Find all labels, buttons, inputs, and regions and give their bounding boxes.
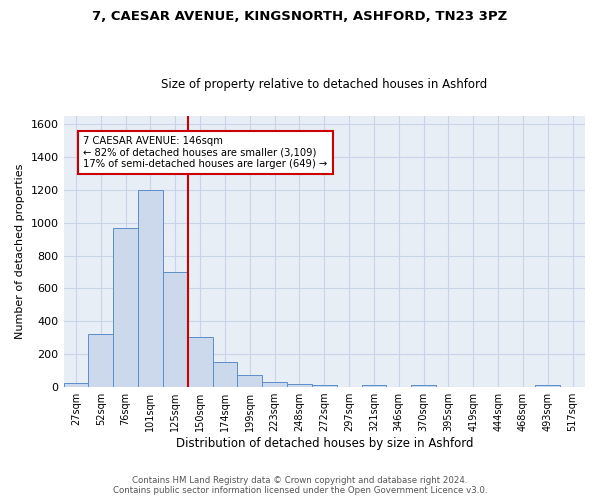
Bar — [287, 384, 312, 387]
Y-axis label: Number of detached properties: Number of detached properties — [15, 164, 25, 339]
Bar — [88, 334, 113, 387]
Bar — [411, 385, 436, 387]
Bar — [113, 228, 138, 387]
Text: 7, CAESAR AVENUE, KINGSNORTH, ASHFORD, TN23 3PZ: 7, CAESAR AVENUE, KINGSNORTH, ASHFORD, T… — [92, 10, 508, 23]
Bar — [362, 385, 386, 387]
Bar — [163, 272, 188, 387]
Bar — [312, 385, 337, 387]
Bar — [212, 362, 238, 387]
Text: 7 CAESAR AVENUE: 146sqm
← 82% of detached houses are smaller (3,109)
17% of semi: 7 CAESAR AVENUE: 146sqm ← 82% of detache… — [83, 136, 328, 168]
Title: Size of property relative to detached houses in Ashford: Size of property relative to detached ho… — [161, 78, 487, 91]
Bar — [535, 385, 560, 387]
Bar — [238, 375, 262, 387]
Bar — [188, 337, 212, 387]
Bar — [262, 382, 287, 387]
Bar — [138, 190, 163, 387]
Text: Contains HM Land Registry data © Crown copyright and database right 2024.
Contai: Contains HM Land Registry data © Crown c… — [113, 476, 487, 495]
X-axis label: Distribution of detached houses by size in Ashford: Distribution of detached houses by size … — [176, 437, 473, 450]
Bar — [64, 383, 88, 387]
